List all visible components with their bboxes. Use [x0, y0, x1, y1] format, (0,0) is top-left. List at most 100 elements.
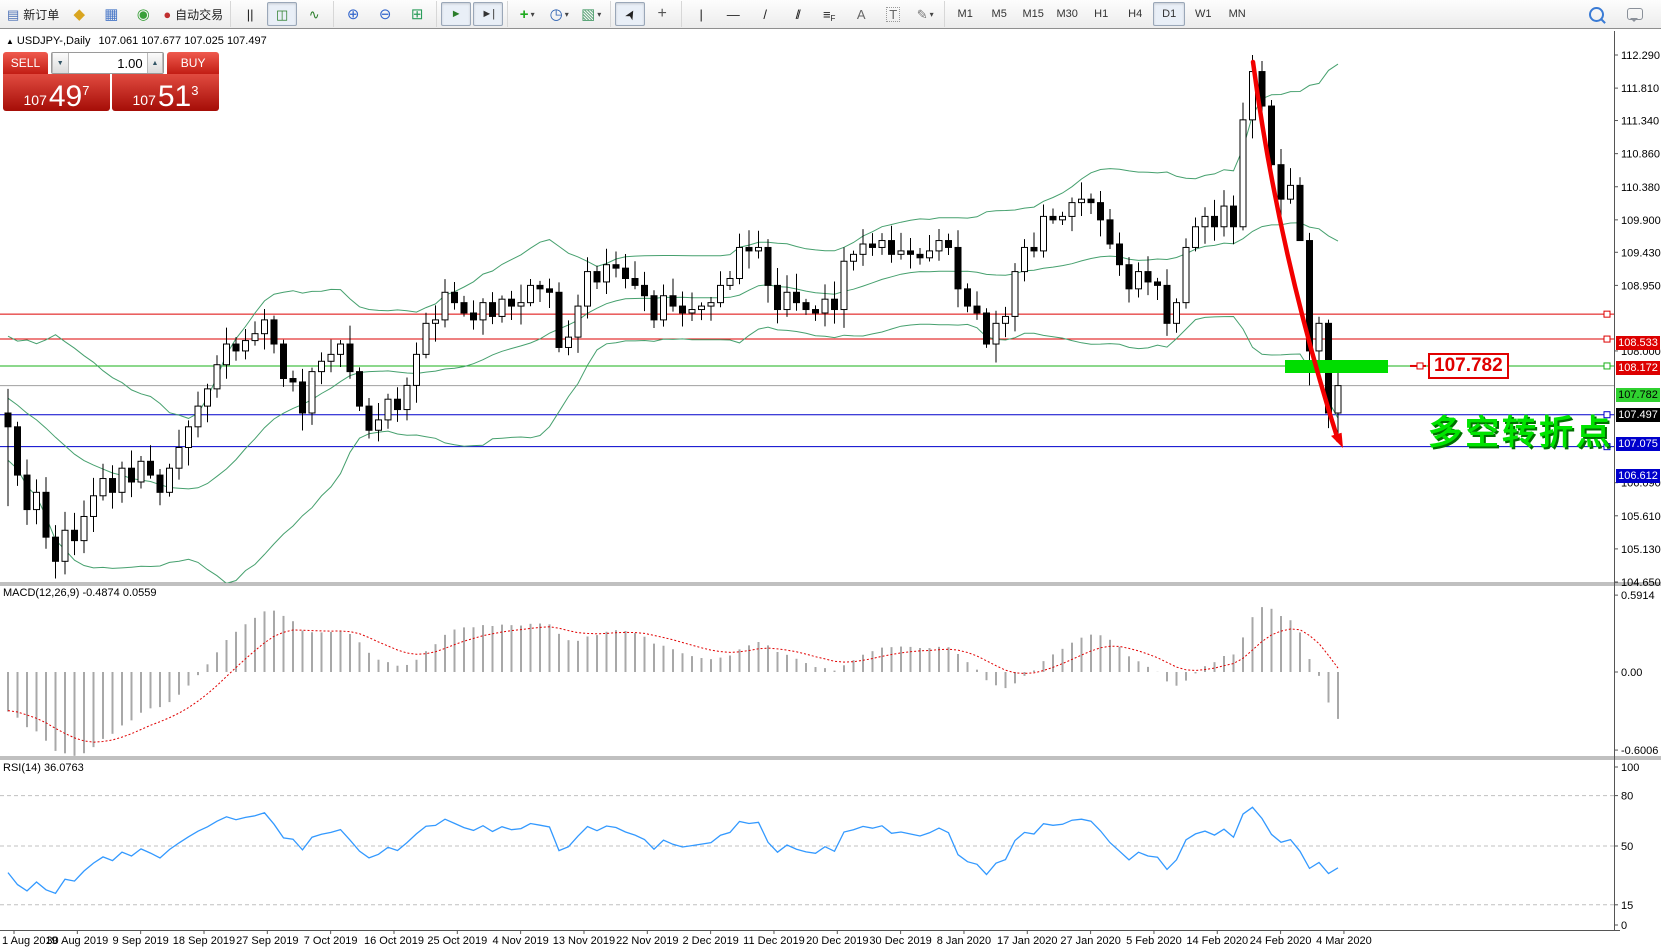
auto-scroll-button[interactable]: ► — [441, 2, 472, 26]
chinese-annotation[interactable]: 多空转折点 — [1428, 414, 1613, 452]
volume-increase-button[interactable]: ▲ — [146, 53, 164, 73]
tile-windows-button[interactable]: ⊞ — [402, 2, 432, 26]
bar-chart-mode-button[interactable]: || — [235, 2, 265, 26]
search-icon — [1588, 6, 1604, 22]
community-chat-button[interactable] — [1620, 2, 1650, 26]
gem-icon: ◆ — [73, 5, 86, 23]
rsi-tick: 50 — [1621, 841, 1633, 853]
date-label: 9 Sep 2019 — [113, 935, 169, 947]
chart-plot[interactable]: 112.290 111.810 111.340 110.860 110.380 109.9… — [0, 29, 1661, 947]
zoom-out-button[interactable]: ⊖ — [370, 2, 400, 26]
text-tool-button[interactable]: A — [846, 2, 876, 26]
price-badge-108.172: 108.172 — [1616, 361, 1660, 376]
buy-price-panel[interactable]: 107 51 3 — [112, 74, 219, 111]
date-label: 25 Oct 2019 — [427, 935, 487, 947]
date-label: 30 Aug 2019 — [46, 935, 108, 947]
add-indicator-button[interactable]: + ▾ — [512, 2, 542, 26]
chart-shift-button[interactable]: ►| — [473, 2, 504, 26]
trend-arrow[interactable] — [1250, 59, 1341, 443]
ohlc-values: 107.061 107.677 107.025 107.497 — [98, 35, 267, 47]
date-label: 18 Sep 2019 — [173, 935, 235, 947]
line-marker[interactable] — [1603, 310, 1611, 318]
line-marker[interactable] — [1603, 443, 1611, 451]
vertical-line-button[interactable]: | — [686, 2, 716, 26]
volume-stepper: ▼ ▲ — [50, 52, 165, 74]
crosshair-icon: + — [657, 5, 667, 22]
text-label-button[interactable]: T — [878, 2, 908, 26]
price-tick: 108.950 — [1621, 280, 1661, 292]
tile-windows-icon: ⊞ — [410, 5, 424, 23]
date-label: 20 Dec 2019 — [806, 935, 868, 947]
search-button[interactable] — [1581, 2, 1611, 26]
vertical-line-icon: | — [699, 6, 703, 22]
collapse-icon[interactable]: ▲ — [6, 37, 14, 46]
timeframe-H1[interactable]: H1 — [1094, 8, 1109, 20]
timeframe-M5[interactable]: M5 — [991, 8, 1007, 20]
toolbar-group-insert: + ▾ ◷ ▾ ▧ ▾ — [507, 1, 610, 27]
one-click-trading-panel: SELL ▼ ▲ BUY 107 49 7 107 51 3 — [3, 52, 219, 111]
fibonacci-button[interactable]: ≡ F — [814, 2, 844, 26]
candles[interactable] — [4, 55, 1342, 579]
zoom-in-button[interactable]: ⊕ — [338, 2, 368, 26]
rsi-tick: 100 — [1621, 762, 1639, 774]
timeframe-MN[interactable]: MN — [1228, 8, 1246, 20]
cursor-button[interactable]: ➤ — [615, 2, 646, 26]
cursor-icon: ➤ — [620, 5, 640, 23]
market-watch-button[interactable]: ◉ — [128, 2, 158, 26]
candlestick-mode-button[interactable]: ◫ — [267, 2, 298, 26]
rsi-tick: 15 — [1621, 900, 1633, 912]
price-badge-107.782: 107.782 — [1616, 387, 1660, 402]
date-label: 30 Dec 2019 — [869, 935, 931, 947]
timeframe-W1[interactable]: W1 — [1194, 8, 1212, 20]
timeframe-M1[interactable]: M1 — [957, 8, 973, 20]
date-label: 7 Oct 2019 — [304, 935, 358, 947]
new-order-button[interactable]: ▤ 新订单 — [4, 2, 62, 26]
period-button[interactable]: ◷ ▾ — [544, 2, 574, 26]
line-chart-mode-button[interactable]: ∿ — [299, 2, 329, 26]
toolbar-group-timeframes: M1 M5 M15 M30 H1 H4 D1 W1 MN — [944, 1, 1257, 27]
crosshair-button[interactable]: + — [647, 2, 677, 26]
date-label: 4 Mar 2020 — [1316, 935, 1372, 947]
auto-scroll-icon: ► — [450, 7, 462, 20]
timeframe-M30[interactable]: M30 — [1056, 8, 1078, 20]
trendline-button[interactable]: / — [750, 2, 780, 26]
dropdown-arrow-icon: ▾ — [564, 9, 569, 19]
channel-button[interactable]: // — [782, 2, 812, 26]
line-marker[interactable] — [1603, 362, 1611, 370]
price-badge-106.612: 106.612 — [1616, 468, 1660, 483]
line-marker[interactable] — [1603, 335, 1611, 343]
auto-trading-button[interactable]: ● 自动交易 — [160, 2, 226, 26]
volume-input[interactable] — [68, 53, 147, 73]
chat-icon — [1627, 8, 1643, 22]
line-marker[interactable] — [1603, 411, 1611, 419]
date-label: 4 Nov 2019 — [493, 935, 549, 947]
date-label: 24 Feb 2020 — [1250, 935, 1312, 947]
green-highlight-bar[interactable] — [1285, 360, 1388, 373]
volume-decrease-button[interactable]: ▼ — [51, 53, 69, 73]
toolbar-group-chart-mode: || ◫ ∿ — [230, 1, 333, 27]
sell-button[interactable]: SELL — [3, 52, 48, 74]
price-callout-label[interactable]: 107.782 — [1428, 353, 1509, 379]
indicator-list-button[interactable]: ◆ — [64, 2, 94, 26]
toolbar-group-objects: | — / // ≡ F A T ✎ ▾ — [681, 1, 944, 27]
candlestick-icon: ◫ — [276, 6, 289, 22]
buy-button[interactable]: BUY — [167, 52, 219, 74]
price-badge-107.075: 107.075 — [1616, 436, 1660, 451]
template-icon: ▧ — [581, 5, 596, 23]
horizontal-line-button[interactable]: — — [718, 2, 748, 26]
price-tick: 105.610 — [1621, 511, 1661, 523]
macd-tick: 0.5914 — [1621, 590, 1655, 602]
arrows-tool-button[interactable]: ✎ ▾ — [910, 2, 940, 26]
macd-tick: -0.6006 — [1621, 745, 1658, 757]
toolbar-group-zoom: ⊕ ⊖ ⊞ — [333, 1, 436, 27]
timeframe-H4[interactable]: H4 — [1128, 8, 1143, 20]
new-chart-button[interactable]: ▦ — [96, 2, 126, 26]
template-button[interactable]: ▧ ▾ — [576, 2, 606, 26]
sell-price-panel[interactable]: 107 49 7 — [3, 74, 110, 111]
date-label: 16 Oct 2019 — [364, 935, 424, 947]
chart-window[interactable]: 112.290 111.810 111.340 110.860 110.380 109.9… — [0, 29, 1661, 947]
buy-price-sup: 3 — [191, 83, 199, 98]
bollinger-bands — [7, 63, 1339, 583]
timeframe-M15[interactable]: M15 — [1022, 8, 1044, 20]
timeframe-D1[interactable]: D1 — [1153, 2, 1186, 26]
